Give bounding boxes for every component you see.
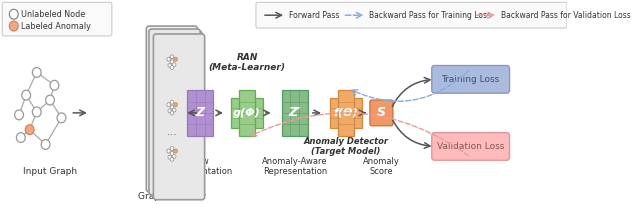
Text: f(Θ): f(Θ) <box>333 108 358 118</box>
Circle shape <box>25 125 34 135</box>
FancyBboxPatch shape <box>282 90 308 136</box>
Text: RAN
(Meta-Learner): RAN (Meta-Learner) <box>209 53 285 72</box>
Text: S: S <box>377 106 386 119</box>
Circle shape <box>41 139 50 149</box>
Circle shape <box>170 60 173 64</box>
Circle shape <box>17 133 25 143</box>
Circle shape <box>172 63 176 67</box>
Circle shape <box>172 154 176 158</box>
Circle shape <box>170 100 173 104</box>
Circle shape <box>168 63 172 67</box>
Circle shape <box>45 95 54 105</box>
Circle shape <box>170 66 173 70</box>
Circle shape <box>170 152 173 155</box>
FancyBboxPatch shape <box>353 98 362 128</box>
FancyBboxPatch shape <box>338 90 354 136</box>
Text: Labeled Anomaly: Labeled Anomaly <box>21 22 91 31</box>
Circle shape <box>170 147 173 151</box>
FancyBboxPatch shape <box>256 2 567 28</box>
FancyBboxPatch shape <box>147 26 198 192</box>
Circle shape <box>174 57 177 61</box>
Circle shape <box>15 110 24 120</box>
FancyBboxPatch shape <box>187 90 214 136</box>
FancyBboxPatch shape <box>151 31 202 197</box>
Circle shape <box>167 149 170 153</box>
Text: Unlabeled Node: Unlabeled Node <box>21 10 85 19</box>
Circle shape <box>32 107 41 117</box>
FancyBboxPatch shape <box>330 98 339 128</box>
Circle shape <box>170 157 173 161</box>
Text: Anomaly
Score: Anomaly Score <box>363 157 400 176</box>
FancyBboxPatch shape <box>239 90 255 136</box>
FancyBboxPatch shape <box>231 98 240 128</box>
Circle shape <box>168 155 172 159</box>
Circle shape <box>10 9 18 19</box>
Circle shape <box>174 103 177 107</box>
Circle shape <box>168 109 172 113</box>
FancyBboxPatch shape <box>370 100 393 126</box>
Text: Training Loss: Training Loss <box>442 75 500 84</box>
Text: Anomaly-Aware
Representation: Anomaly-Aware Representation <box>262 157 328 176</box>
Circle shape <box>167 57 170 61</box>
Text: Anomaly Detector
(Target Model): Anomaly Detector (Target Model) <box>303 137 388 156</box>
Text: Z: Z <box>196 106 205 119</box>
Text: Backward Pass for Training Loss: Backward Pass for Training Loss <box>369 11 491 20</box>
Circle shape <box>172 108 176 112</box>
FancyBboxPatch shape <box>154 34 205 200</box>
Text: Input Graph: Input Graph <box>23 167 77 176</box>
Text: g(Φ): g(Φ) <box>233 108 261 118</box>
Text: Validation Loss: Validation Loss <box>437 142 504 151</box>
Text: Graph Encoder: Graph Encoder <box>138 192 206 201</box>
FancyBboxPatch shape <box>254 98 263 128</box>
Circle shape <box>32 67 41 77</box>
Text: Backward Pass for Validation Loss: Backward Pass for Validation Loss <box>500 11 630 20</box>
Circle shape <box>170 55 173 59</box>
Circle shape <box>10 21 18 31</box>
FancyBboxPatch shape <box>149 29 200 195</box>
Text: Forward Pass: Forward Pass <box>289 11 339 20</box>
Circle shape <box>167 103 170 107</box>
Circle shape <box>170 105 173 109</box>
FancyBboxPatch shape <box>3 2 112 36</box>
FancyBboxPatch shape <box>432 133 509 160</box>
Circle shape <box>174 149 177 153</box>
Text: Z′: Z′ <box>289 106 301 119</box>
Text: Raw
Representation: Raw Representation <box>168 157 232 176</box>
Circle shape <box>22 90 31 100</box>
Circle shape <box>170 111 173 115</box>
Circle shape <box>57 113 66 123</box>
Circle shape <box>50 80 59 90</box>
FancyBboxPatch shape <box>432 66 509 93</box>
Text: ...: ... <box>166 127 177 137</box>
